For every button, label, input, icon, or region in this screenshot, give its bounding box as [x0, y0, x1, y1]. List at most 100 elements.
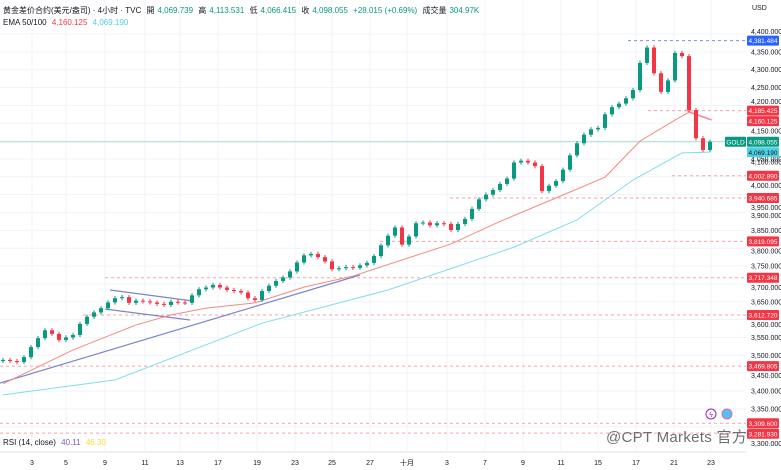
candle-body — [120, 297, 124, 299]
candle-body — [386, 235, 390, 246]
candle-body — [456, 223, 460, 230]
time-axis[interactable]: 3 5 9 11 13 17 19 23 25 27 十月 3 7 9 11 15 17 21 23 — [30, 458, 715, 467]
candle-body — [470, 208, 474, 219]
y-tick-label: 4,250.000 — [751, 85, 781, 92]
candle-body — [701, 138, 705, 151]
candle-body — [176, 301, 180, 303]
candle-body — [596, 127, 600, 130]
price-label: 3,940.685 — [749, 195, 778, 202]
candle-body — [554, 181, 558, 186]
price-label: 3,309.600 — [749, 421, 778, 428]
candle-body — [316, 253, 320, 258]
candle-body — [610, 107, 614, 115]
candle-body — [512, 162, 516, 179]
price-label: 3,469.805 — [749, 364, 778, 371]
candle-body — [561, 169, 565, 182]
candle-body — [484, 194, 488, 200]
candle-body — [113, 298, 117, 303]
watermark: @CPT Markets 官方 — [606, 429, 748, 446]
ema100-value: 4,069.190 — [92, 18, 129, 27]
x-tick-label: 19 — [253, 460, 261, 467]
close-label: 收 — [301, 6, 310, 15]
candle-body — [365, 262, 369, 266]
candle-body — [183, 302, 187, 304]
y-tick-label: 4,150.000 — [751, 128, 781, 135]
price-labels: 4,381.484 4,185.425 4,160.125 4,098.055 GOLD… — [725, 35, 779, 439]
candle-body — [407, 236, 411, 245]
candle-body — [29, 347, 33, 358]
volume-label: 成交量 — [422, 6, 447, 15]
low-value: 4,066.415 — [260, 6, 297, 15]
low-label: 低 — [249, 6, 258, 15]
candle-body — [295, 262, 299, 272]
candle-body — [15, 361, 19, 363]
candle-body — [575, 143, 579, 156]
candle-body — [400, 227, 404, 245]
ema100-line — [2, 151, 711, 396]
price-label: 4,002.890 — [749, 173, 778, 180]
event-icons[interactable]: ϟ — [705, 408, 733, 420]
candle-body — [22, 357, 26, 363]
candle-body — [260, 291, 264, 300]
ema-legend[interactable]: EMA 50/100 4,160.125 4,069.190 — [3, 18, 131, 27]
price-label-box — [747, 428, 779, 439]
rsi-legend[interactable]: RSI (14, close) 40.11 46.30 — [3, 438, 109, 447]
price-label: 3,281.930 — [749, 431, 778, 438]
candle-body — [330, 261, 334, 270]
y-tick-label: 4,300.000 — [751, 67, 781, 74]
candle-body — [463, 218, 467, 224]
candle-body — [582, 134, 586, 144]
candle-body — [169, 301, 173, 305]
candle-body — [246, 292, 250, 299]
candle-body — [64, 337, 68, 340]
candle-body — [92, 312, 96, 317]
candle-body — [204, 287, 208, 290]
x-tick-label: 27 — [366, 460, 374, 467]
candle-body — [477, 199, 481, 209]
trendlines[interactable] — [0, 109, 713, 384]
candle-body — [498, 183, 502, 191]
price-label-box — [747, 170, 779, 181]
candle-body — [624, 98, 628, 104]
x-tick-label: 5 — [64, 460, 68, 467]
price-label-box — [747, 310, 779, 321]
candle-body — [274, 281, 278, 286]
candle-body — [708, 141, 712, 151]
symbol-title[interactable]: 黄金差价合约(美元/盎司) · 4小时 · TVC — [3, 6, 142, 15]
x-tick-label: 15 — [594, 460, 602, 467]
candle-body — [57, 333, 61, 340]
candle-body — [162, 303, 166, 305]
y-tick-label: 4,400.000 — [751, 29, 781, 36]
candle-body — [78, 323, 82, 335]
candle-body — [631, 90, 635, 99]
candle-body — [43, 330, 47, 339]
y-tick-label: 3,650.000 — [751, 299, 781, 306]
candle-body — [652, 47, 656, 74]
flag-event-icon[interactable] — [721, 408, 733, 420]
price-label: 4,098.055 — [749, 139, 778, 146]
x-tick-label: 21 — [670, 460, 678, 467]
candle-body — [617, 103, 621, 108]
price-axis[interactable]: 4,400.000 4,350.000 4,300.000 4,250.000 4,20… — [751, 29, 781, 448]
price-label-box — [747, 35, 779, 46]
high-value: 4,113.531 — [209, 6, 245, 15]
candle-body — [225, 287, 229, 290]
candle-body — [50, 330, 54, 334]
price-label-box — [747, 116, 779, 127]
candle-body — [442, 223, 446, 225]
volume-value: 304.97K — [449, 6, 480, 15]
candle-body — [36, 338, 40, 348]
y-tick-label: 4,000.000 — [751, 183, 781, 190]
candle-body — [666, 80, 670, 92]
candle-body — [85, 316, 89, 324]
x-tick-label: 3 — [445, 460, 449, 467]
candle-body — [568, 155, 572, 170]
lightning-event-icon[interactable] — [705, 408, 717, 420]
y-tick-label: 3,800.000 — [751, 249, 781, 256]
symbol-tag: GOLD — [726, 139, 745, 146]
x-tick-label: 3 — [30, 460, 34, 467]
y-tick-label: 4,200.000 — [751, 99, 781, 106]
candle-body — [351, 267, 355, 269]
price-label: 3,819.095 — [749, 239, 778, 246]
